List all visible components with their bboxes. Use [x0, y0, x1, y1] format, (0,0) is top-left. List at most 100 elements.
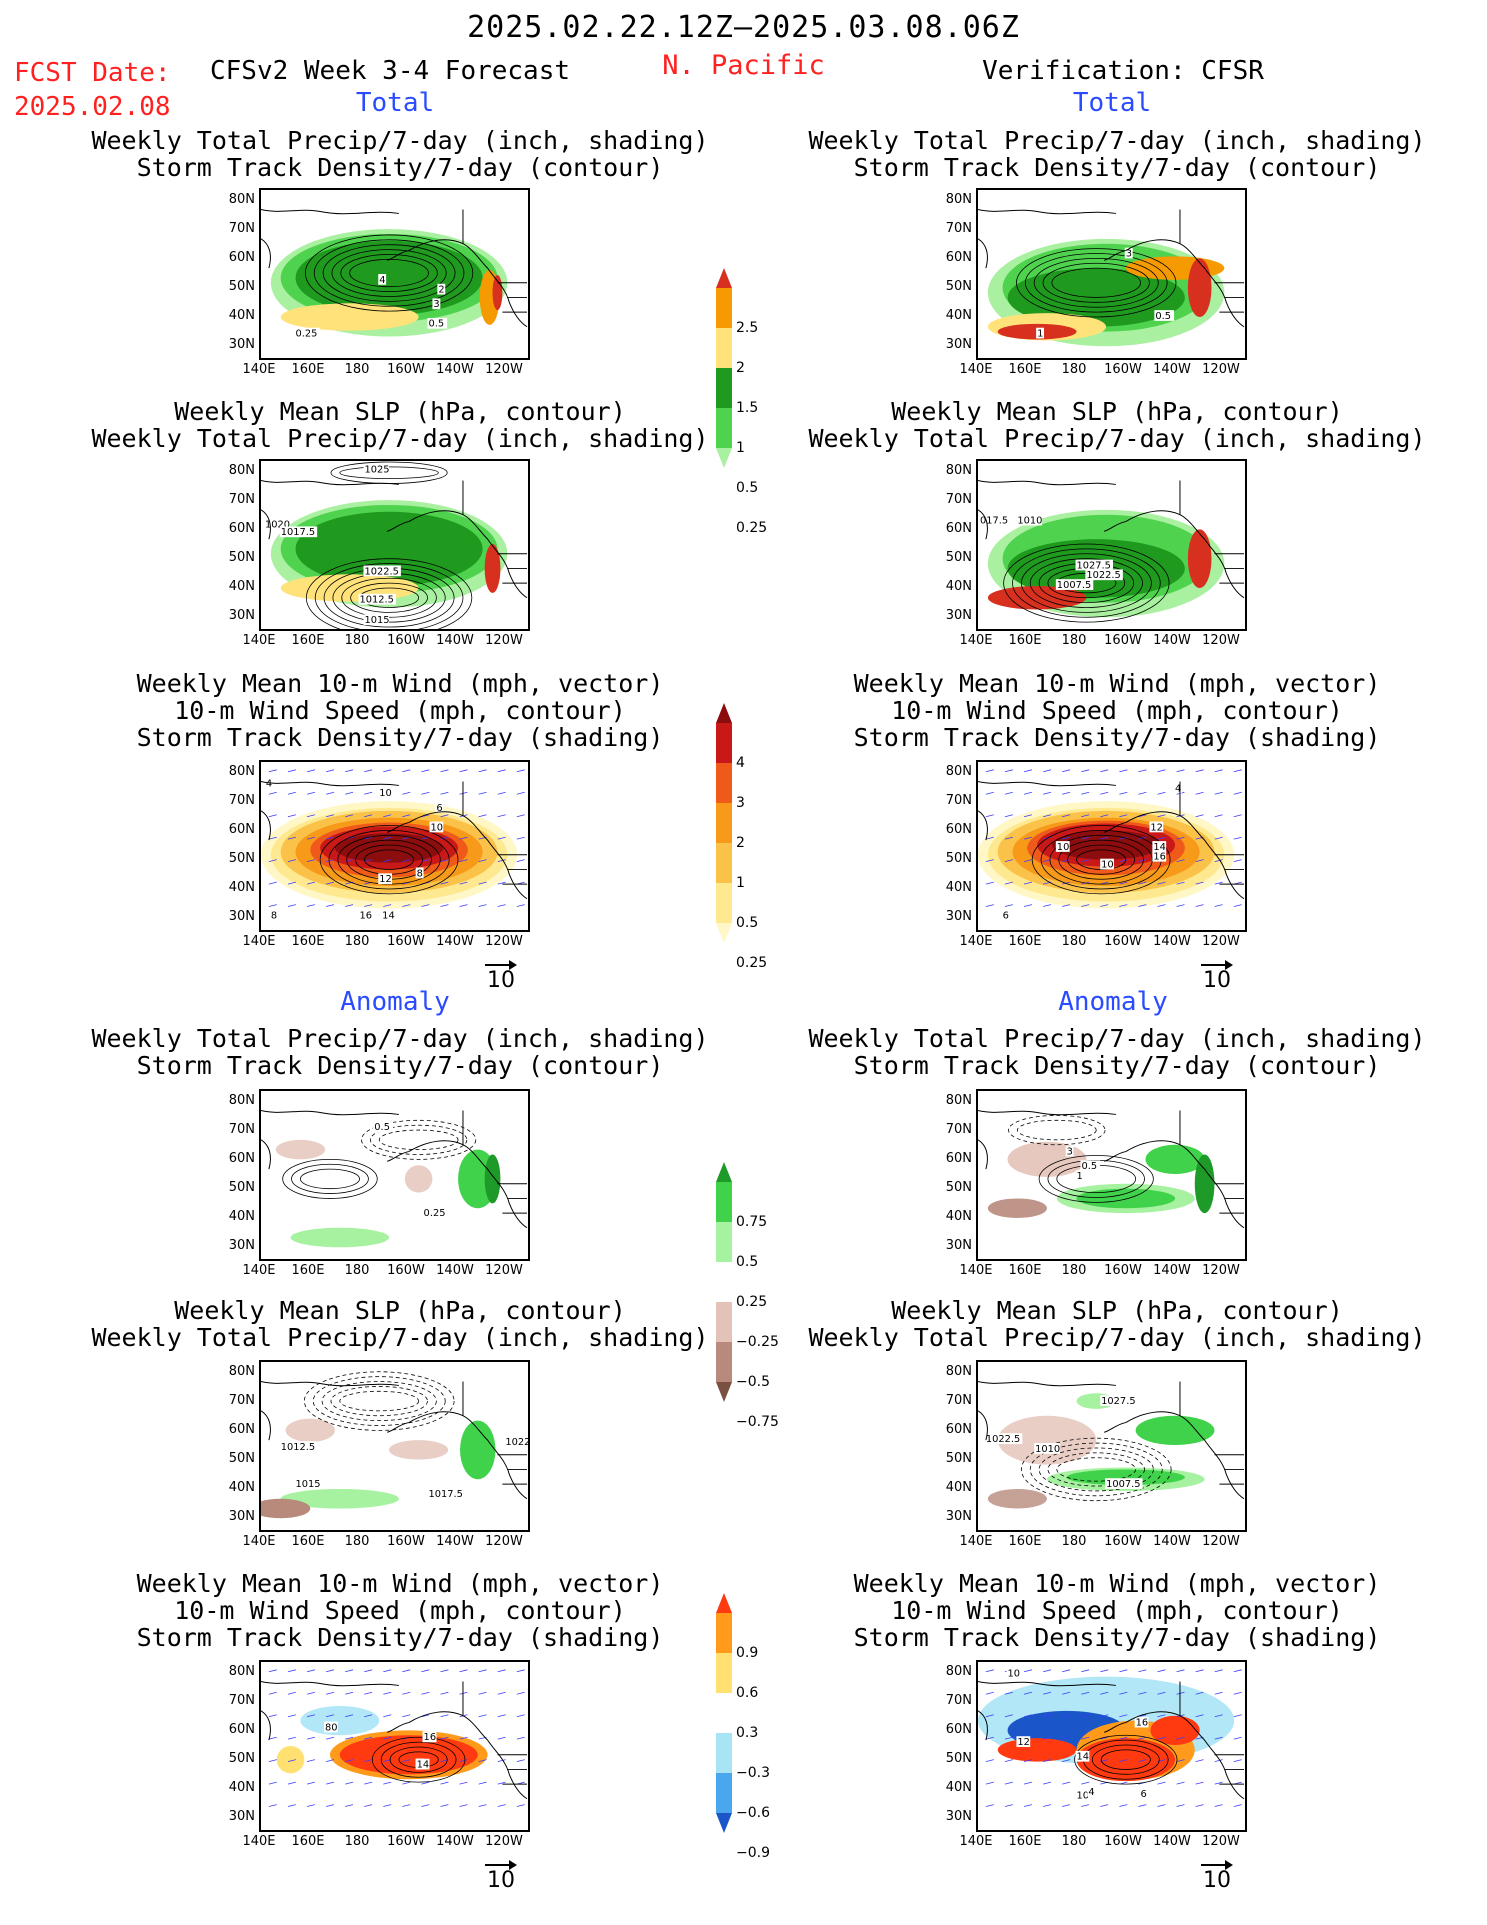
- lon-tick-label: 120W: [485, 934, 523, 949]
- contour-label-bg: [1134, 1716, 1149, 1728]
- contour-line: [1091, 1744, 1160, 1775]
- wind-vector: [345, 904, 354, 907]
- wind-vector: [497, 836, 506, 840]
- title-line: Weekly Mean SLP (hPa, contour): [891, 397, 1343, 426]
- wind-vector: [985, 1714, 994, 1718]
- wind-vector: [478, 1804, 487, 1807]
- wind-vector: [1233, 1714, 1242, 1718]
- wind-vector: [345, 1736, 354, 1740]
- coastline-asia: [978, 1710, 988, 1741]
- contour-label: 10: [1057, 842, 1070, 853]
- wind-vector: [440, 1736, 449, 1740]
- wind-vector: [440, 769, 449, 773]
- wind-vector: [1119, 836, 1128, 840]
- colorbar-segment: [716, 1733, 732, 1773]
- lat-tick-label: 60N: [945, 250, 972, 265]
- wind-vector: [1195, 859, 1204, 863]
- colorbar-segment: [716, 408, 732, 448]
- state-borders: [1214, 854, 1245, 885]
- contour-label: 1027.5: [1101, 1396, 1135, 1407]
- lon-tick-label: 140W: [436, 633, 474, 648]
- contour-line: [331, 249, 447, 297]
- title-line: Weekly Total Precip/7-day (inch, shading…: [808, 1024, 1426, 1053]
- lat-tick-label: 60N: [945, 1151, 972, 1166]
- shading-blob: [1135, 1415, 1215, 1446]
- wind-vector: [985, 904, 994, 907]
- lon-tick-label: 140E: [959, 633, 993, 648]
- lat-tick-label: 40N: [228, 579, 255, 594]
- contour-line: [1038, 1447, 1154, 1492]
- lat-tick-label: 50N: [228, 279, 255, 294]
- lon-tick-label: 120W: [485, 1263, 523, 1278]
- lat-tick-label: 50N: [945, 851, 972, 866]
- coastline-arctic: [978, 1110, 1116, 1116]
- lat-tick-label: 50N: [228, 851, 255, 866]
- contour-label-bg: [1016, 514, 1043, 526]
- arrow-icon: [1201, 1860, 1233, 1870]
- colorbar-level-label: −0.9: [736, 1845, 770, 1861]
- wind-vector: [1176, 1781, 1185, 1785]
- wind-vector: [516, 836, 525, 840]
- contour-label-bg: [373, 1121, 394, 1133]
- coastline-asia: [261, 810, 271, 841]
- title-line: Weekly Mean 10-m Wind (mph, vector): [853, 669, 1381, 698]
- coastline-na: [408, 811, 528, 900]
- wind-vector: [1023, 859, 1033, 863]
- lat-tick-label: 60N: [228, 1422, 255, 1437]
- coastline-aleutian: [1103, 822, 1126, 833]
- colorbar-svg: [716, 1162, 732, 1402]
- lon-tick-label: 140W: [1153, 362, 1191, 377]
- wind-vector: [268, 1759, 277, 1763]
- title-line: Storm Track Density/7-day (shading): [136, 1623, 664, 1652]
- lon-tick-label: 160W: [387, 633, 425, 648]
- wind-vector: [1004, 881, 1013, 885]
- coastline-na: [1125, 1140, 1245, 1229]
- shading-blob: [404, 1165, 433, 1193]
- contour-label-bg: [432, 298, 441, 310]
- contour-label: 1: [1077, 1171, 1083, 1182]
- wind-vector: [268, 1714, 277, 1718]
- wind-vector: [268, 769, 277, 773]
- lon-tick-label: 180: [344, 934, 370, 949]
- wind-vector: [1023, 791, 1033, 795]
- wind-vector: [326, 836, 335, 840]
- map-anomaly-verification-precip-storm: 3 1 0.5: [976, 1089, 1247, 1261]
- lat-tick-label: 40N: [228, 880, 255, 895]
- lat-tick-label: 70N: [228, 1393, 255, 1408]
- lat-tick-label: 70N: [228, 1693, 255, 1708]
- lon-tick-label: 160W: [1104, 934, 1142, 949]
- lat-tick-label: 30N: [945, 608, 972, 623]
- panel-title-total-fc-precip: Weekly Total Precip/7-day (inch, shading…: [40, 127, 760, 181]
- wind-vector: [440, 1691, 449, 1695]
- colorbar-storm_anom: 0.9 0.6 0.3 −0.3 −0.6 −0.9: [714, 1593, 770, 1917]
- wind-vector: [985, 881, 994, 885]
- wind-vector: [1119, 814, 1128, 818]
- lat-tick-label: 70N: [228, 793, 255, 808]
- contour-line: [389, 1746, 448, 1773]
- wind-vector: [1176, 1736, 1185, 1740]
- wind-vector: [1157, 904, 1166, 907]
- coastline-asia: [261, 1139, 271, 1170]
- wind-vector: [1176, 1669, 1185, 1673]
- shading-blob: [275, 1139, 326, 1160]
- contour-label: 1027.5: [1077, 560, 1111, 571]
- contour-label: 1007.5: [1106, 1479, 1140, 1490]
- wind-vector: [478, 1691, 487, 1695]
- contour-line: [1051, 267, 1141, 298]
- title-line: Storm Track Density/7-day (contour): [136, 153, 664, 182]
- title-line: Weekly Total Precip/7-day (inch, shading…: [91, 1323, 709, 1352]
- wind-vector: [459, 1804, 468, 1807]
- wind-vector: [516, 1804, 525, 1807]
- lon-tick-label: 160W: [1104, 1263, 1142, 1278]
- title-line: Weekly Mean SLP (hPa, contour): [174, 397, 626, 426]
- wind-vector: [326, 904, 335, 907]
- shading-blob: [290, 1227, 390, 1248]
- colorbar-level-label: 1: [736, 440, 745, 456]
- contour-label: 1012.5: [281, 1442, 315, 1453]
- colorbar-segment: [716, 843, 732, 883]
- wind-vector: [516, 904, 525, 907]
- contour-line: [1033, 257, 1159, 308]
- wind-vector: [1043, 814, 1052, 818]
- section-total-forecast: Total: [355, 88, 435, 118]
